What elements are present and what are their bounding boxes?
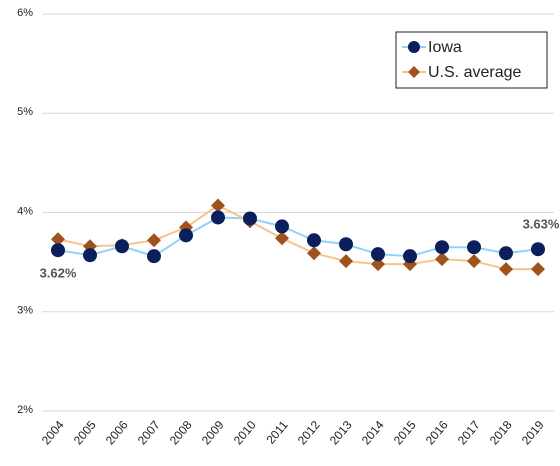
x-tick-label: 2013 (327, 418, 355, 448)
marker (371, 247, 385, 262)
y-tick-label: 6% (17, 7, 33, 19)
x-tick-label: 2005 (71, 418, 99, 448)
marker (435, 252, 449, 267)
series-line (57, 216, 539, 258)
x-tick-label: 2004 (39, 418, 67, 448)
x-tick-label: 2011 (263, 418, 291, 447)
marker (147, 233, 161, 248)
x-tick-label: 2016 (423, 418, 451, 448)
y-tick-label: 3% (17, 305, 33, 317)
marker (531, 242, 545, 257)
marker (499, 262, 513, 277)
marker (435, 240, 449, 255)
legend-box (395, 31, 548, 89)
marker (307, 246, 321, 261)
marker (371, 257, 385, 272)
marker (115, 239, 129, 254)
legend: Iowa U.S. average (395, 31, 548, 89)
legend-label: Iowa (428, 39, 462, 56)
y-tick-label: 5% (17, 106, 33, 118)
data-label: 3.62% (40, 266, 77, 281)
x-tick-label: 2015 (391, 418, 419, 448)
marker (147, 249, 161, 264)
marker (499, 246, 513, 261)
series-line (57, 204, 538, 271)
x-tick-label: 2008 (167, 418, 195, 448)
x-tick-label: 2012 (295, 418, 323, 448)
x-tick-label: 2009 (199, 418, 227, 448)
marker (403, 249, 417, 264)
marker (339, 254, 353, 269)
marker (51, 243, 65, 258)
marker (275, 231, 289, 246)
marker (531, 262, 545, 277)
legend-label: U.S. average (428, 64, 521, 81)
x-tick-label: 2006 (103, 418, 131, 448)
y-tick-label: 4% (17, 205, 33, 217)
marker (179, 228, 193, 243)
x-tick-label: 2018 (487, 418, 515, 448)
marker (211, 198, 225, 213)
data-label: 3.63% (523, 217, 560, 232)
x-tick-label: 2010 (231, 418, 259, 448)
x-tick-label: 2019 (519, 418, 547, 448)
x-tick-label: 2017 (455, 418, 483, 448)
marker (211, 210, 225, 225)
marker (467, 254, 481, 269)
marker (339, 237, 353, 252)
x-tick-label: 2007 (135, 418, 163, 448)
marker (83, 248, 97, 263)
marker (275, 219, 289, 234)
marker (243, 211, 257, 226)
y-tick-label: 2% (17, 404, 33, 416)
marker (307, 233, 321, 248)
marker (467, 240, 481, 255)
marker (51, 232, 65, 247)
x-tick-label: 2014 (359, 418, 387, 448)
legend-marker (408, 41, 420, 53)
legend-marker (408, 66, 420, 78)
